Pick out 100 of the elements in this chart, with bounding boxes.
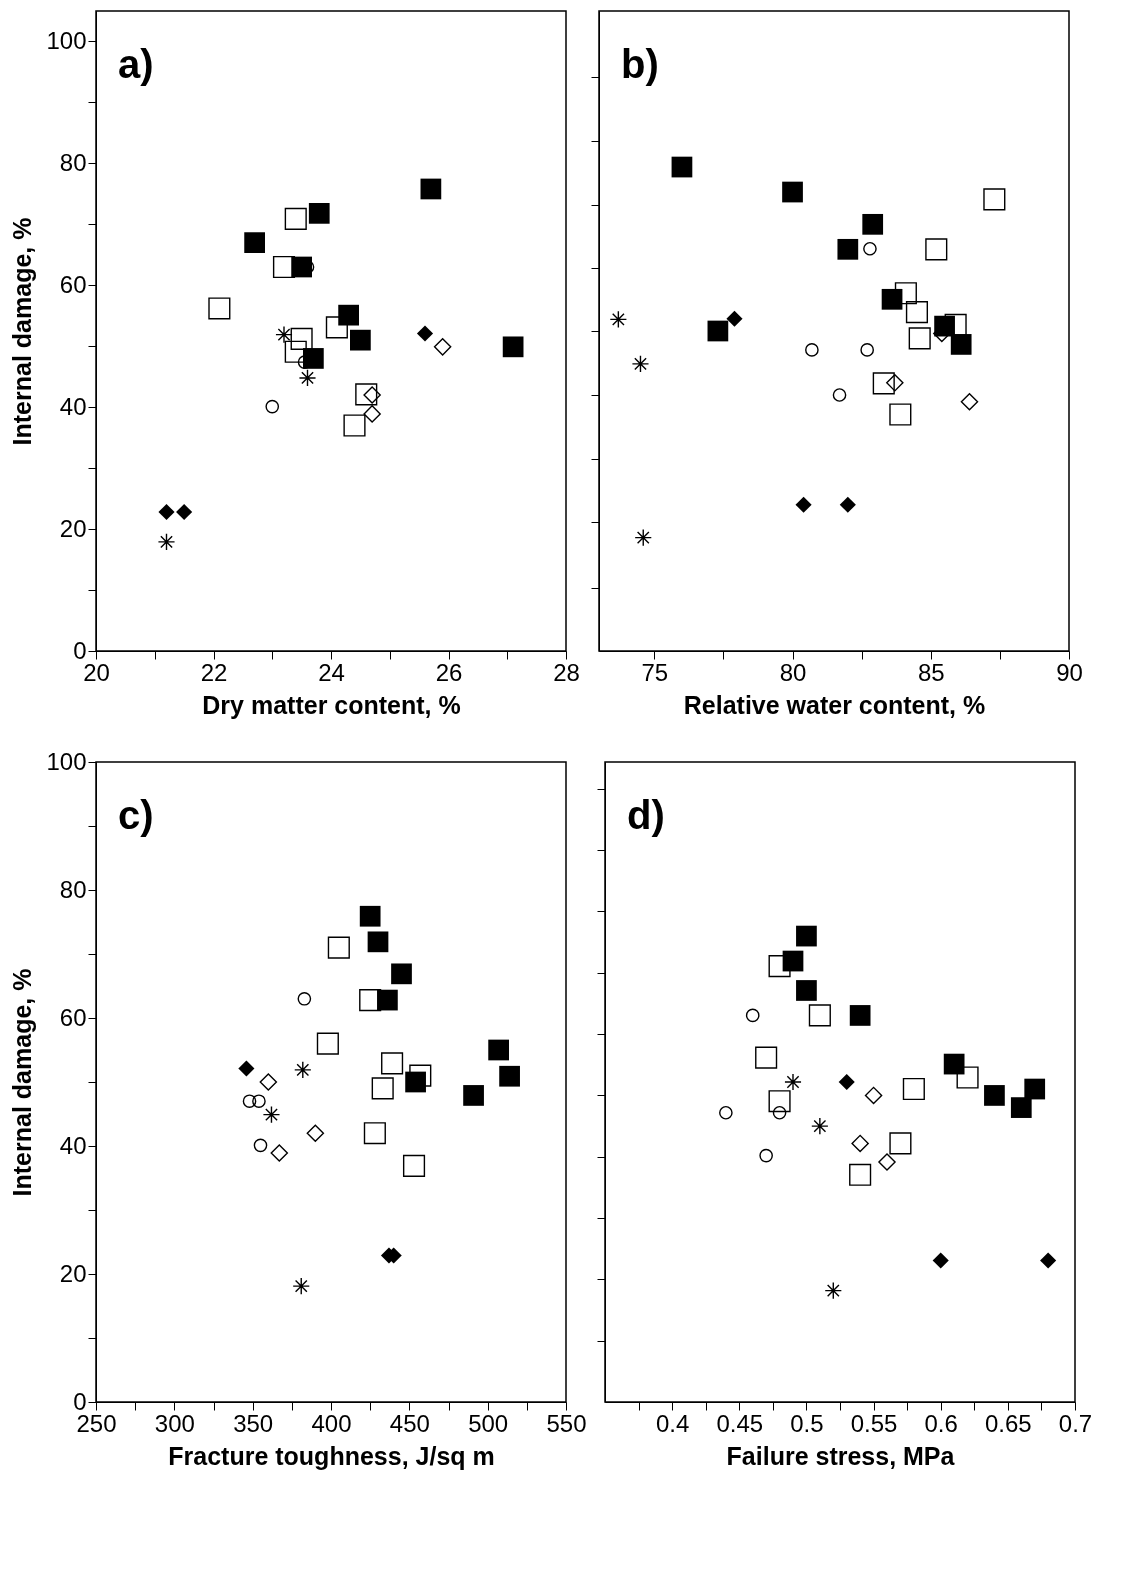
- point: [292, 1277, 310, 1295]
- point: [719, 1105, 733, 1120]
- y-tick-label: 40: [59, 392, 87, 420]
- point: [795, 496, 812, 513]
- point: [796, 980, 817, 1001]
- point: [420, 178, 442, 200]
- point: [363, 1122, 386, 1145]
- x-tick-label: 90: [1056, 658, 1083, 686]
- point: [327, 936, 350, 959]
- point: [157, 533, 176, 551]
- x-tick-label: 0.5: [790, 1409, 824, 1437]
- point: [811, 1117, 829, 1135]
- point: [1024, 1078, 1046, 1100]
- point: [878, 1153, 896, 1171]
- point: [306, 1124, 325, 1142]
- point: [932, 1252, 949, 1269]
- point: [381, 1052, 404, 1075]
- point: [759, 1148, 773, 1163]
- x-tick-label: 350: [233, 1409, 274, 1437]
- x-tick-label: 75: [641, 658, 669, 686]
- point: [805, 343, 819, 357]
- point: [849, 1163, 872, 1186]
- x-tick-label: 0.7: [1058, 1409, 1093, 1437]
- x-tick-label: 24: [318, 658, 345, 686]
- point: [925, 238, 948, 261]
- y-tick-label: 60: [59, 270, 87, 298]
- point: [308, 202, 330, 224]
- point: [908, 327, 931, 350]
- point: [275, 325, 293, 344]
- x-tick-label: 300: [154, 1409, 195, 1437]
- point: [363, 405, 381, 423]
- point: [350, 329, 371, 351]
- point: [499, 1065, 520, 1087]
- point: [338, 304, 359, 326]
- point: [284, 340, 307, 363]
- x-tick-label: 400: [311, 1409, 352, 1437]
- point: [960, 392, 979, 411]
- x-axis-title: Relative water content, %: [683, 690, 986, 719]
- point: [343, 414, 366, 437]
- y-tick-label: 100: [46, 26, 87, 54]
- point: [634, 528, 652, 547]
- point: [502, 336, 524, 358]
- point: [956, 1066, 979, 1089]
- point: [402, 1154, 426, 1177]
- x-tick-label: 0.55: [850, 1409, 898, 1437]
- point: [782, 181, 803, 203]
- y-tick-label: 0: [73, 636, 87, 664]
- point: [863, 241, 877, 256]
- point: [176, 503, 193, 521]
- annotation: c): [118, 793, 154, 837]
- x-tick-label: 85: [917, 658, 945, 686]
- point: [745, 1008, 760, 1023]
- x-tick-label: 80: [779, 658, 807, 686]
- point: [851, 1134, 869, 1153]
- annotation: b): [621, 42, 659, 86]
- point: [377, 989, 398, 1011]
- point: [872, 372, 895, 395]
- annotation: a): [118, 42, 154, 86]
- point: [298, 369, 317, 387]
- y-tick-label: 20: [59, 1259, 87, 1287]
- y-tick-label: 100: [46, 747, 87, 775]
- x-tick-label: 26: [435, 658, 463, 686]
- y-axis-title: Internal damage, %: [8, 217, 37, 446]
- point: [359, 989, 382, 1012]
- point: [433, 338, 452, 356]
- point: [297, 991, 312, 1006]
- y-axis-title: Internal damage, %: [8, 968, 37, 1197]
- point: [808, 1004, 831, 1027]
- x-tick-label: 0.45: [716, 1409, 764, 1437]
- x-tick-label: 22: [200, 658, 228, 686]
- point: [796, 925, 817, 947]
- point: [416, 325, 434, 342]
- point: [290, 327, 313, 350]
- point: [824, 1281, 843, 1300]
- point: [671, 156, 693, 178]
- point: [837, 238, 859, 260]
- x-tick-label: 0.4: [655, 1409, 690, 1437]
- point: [707, 320, 729, 342]
- point: [894, 282, 917, 305]
- x-tick-label: 450: [389, 1409, 430, 1437]
- point: [252, 1094, 266, 1109]
- point: [1010, 1097, 1032, 1118]
- point: [983, 188, 1006, 211]
- point: [832, 388, 847, 402]
- point: [238, 1060, 255, 1077]
- point: [609, 310, 628, 329]
- point: [359, 905, 381, 927]
- x-axis-title: Failure stress, MPa: [726, 1441, 956, 1470]
- point: [950, 334, 972, 355]
- x-tick-label: 0.65: [985, 1409, 1032, 1437]
- point: [839, 496, 856, 513]
- point: [902, 1077, 925, 1101]
- point: [244, 232, 265, 253]
- point: [355, 383, 378, 406]
- point: [889, 1132, 912, 1155]
- point: [270, 1144, 289, 1162]
- point: [371, 1077, 394, 1100]
- point: [262, 1105, 281, 1124]
- point: [265, 399, 280, 414]
- y-tick-label: 40: [59, 1131, 87, 1159]
